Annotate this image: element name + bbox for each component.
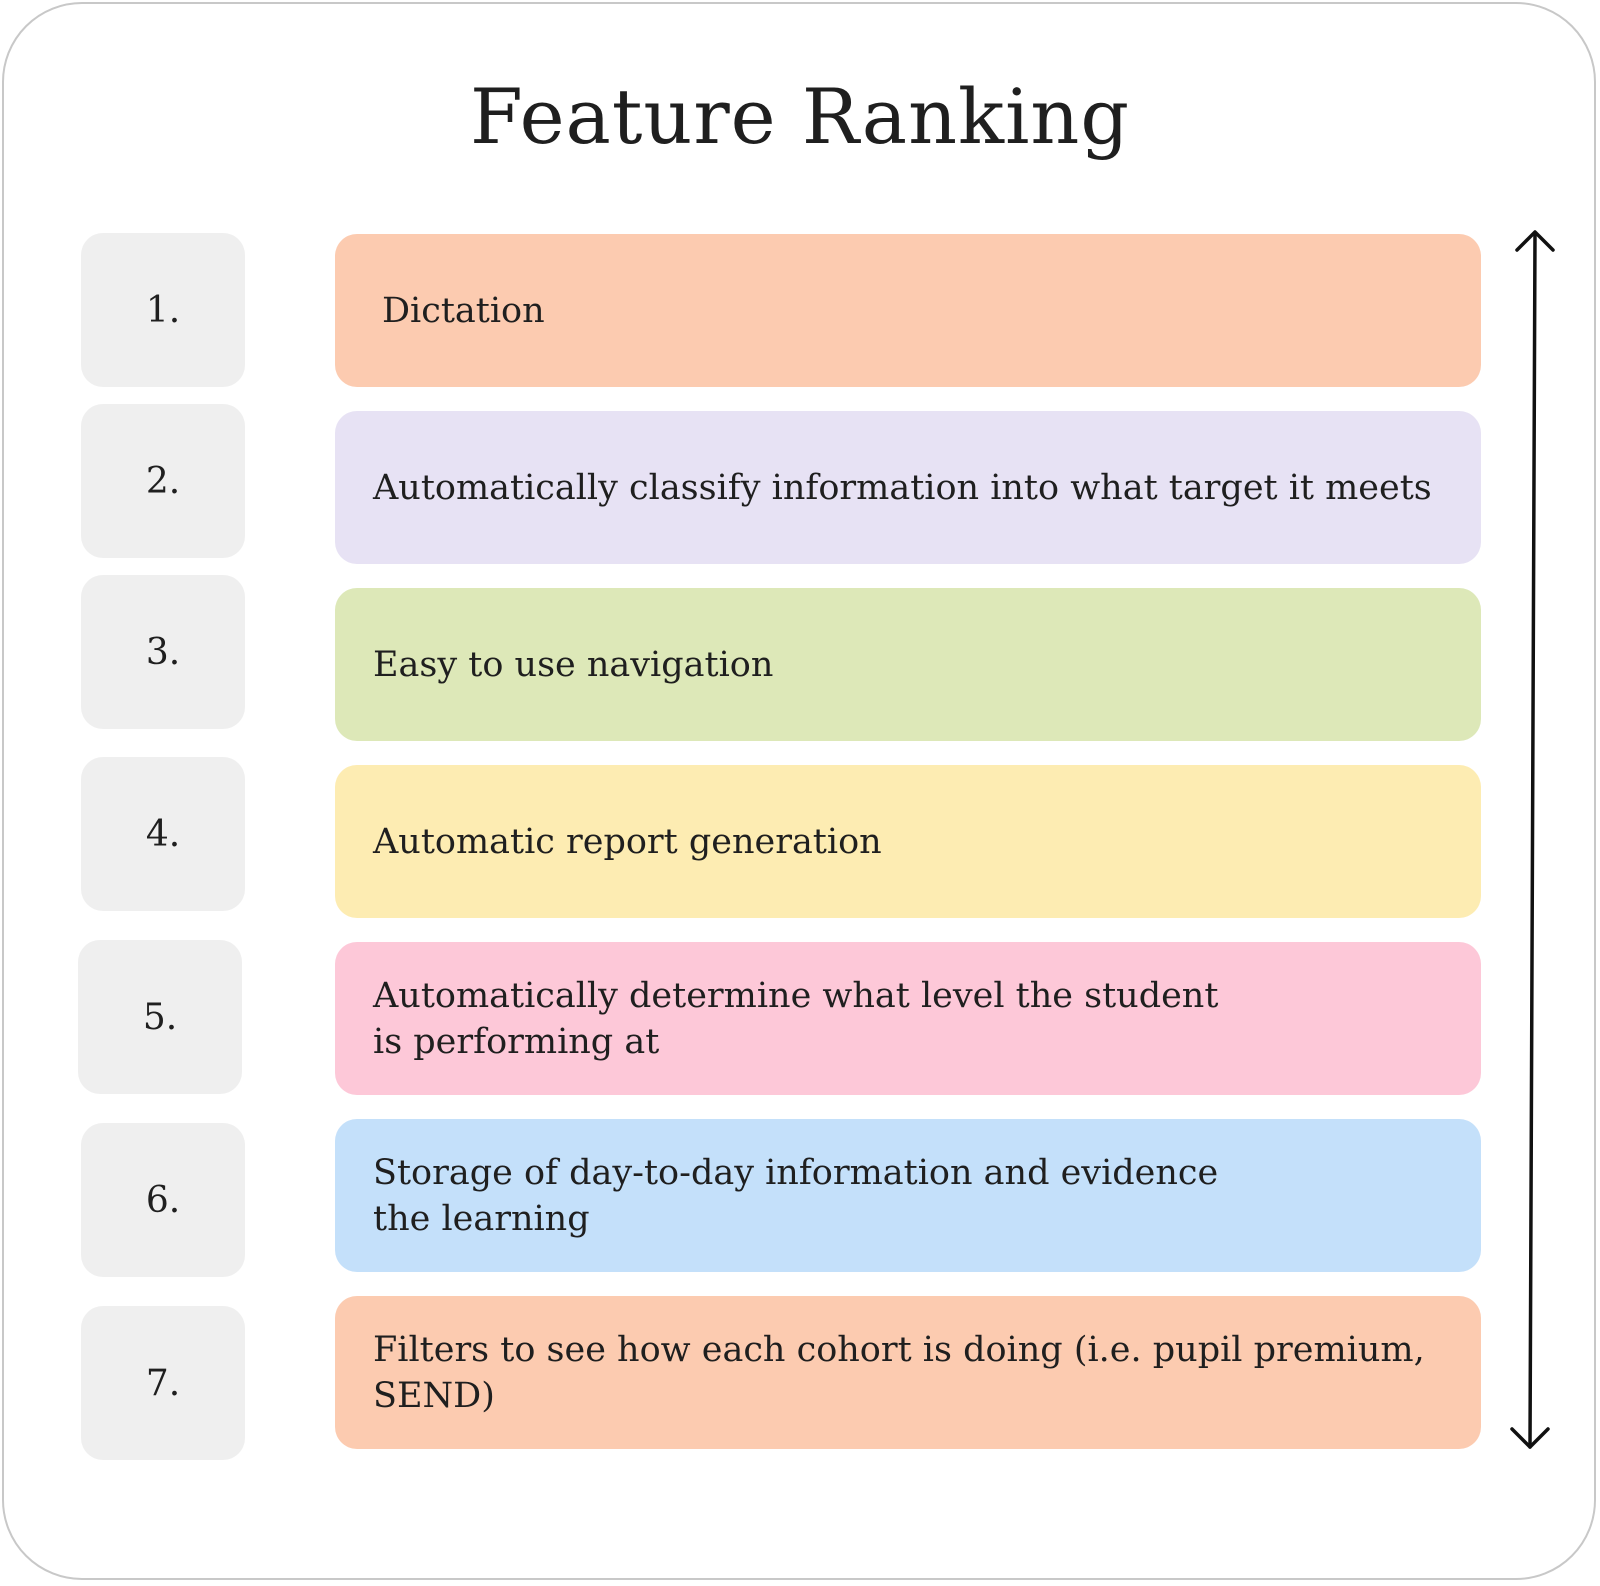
rank-number-7: 7. (81, 1306, 245, 1460)
rank-card-6: Storage of day-to-day information and ev… (335, 1119, 1481, 1272)
rank-number-6: 6. (81, 1123, 245, 1277)
rank-label-4: Automatic report generation (373, 821, 882, 862)
rank-label-2: Automatically classify information into … (373, 467, 1432, 508)
page-title: Feature Ranking (470, 72, 1130, 161)
rank-card-3: Easy to use navigation (335, 588, 1481, 741)
rank-card-7: Filters to see how each cohort is doing … (335, 1296, 1481, 1449)
rank-number-1: 1. (81, 233, 245, 387)
rank-card-5: Automatically determine what level the s… (335, 942, 1481, 1095)
rank-label-7: Filters to see how each cohort is doing … (373, 1329, 1425, 1416)
rank-label-3: Easy to use navigation (373, 644, 774, 685)
rank-number-2: 2. (81, 404, 245, 558)
rank-number-3: 3. (81, 575, 245, 729)
rank-card-2: Automatically classify information into … (335, 411, 1481, 564)
rank-label-1: Dictation (382, 290, 545, 331)
rank-card-1: Dictation (335, 234, 1481, 387)
rank-number-5: 5. (78, 940, 242, 1094)
rank-number-4: 4. (81, 757, 245, 911)
rank-card-4: Automatic report generation (335, 765, 1481, 918)
double-headed-vertical-arrow-icon (1510, 230, 1555, 1449)
rank-label-5: Automatically determine what level the s… (373, 975, 1219, 1062)
rank-label-6: Storage of day-to-day information and ev… (373, 1152, 1219, 1239)
